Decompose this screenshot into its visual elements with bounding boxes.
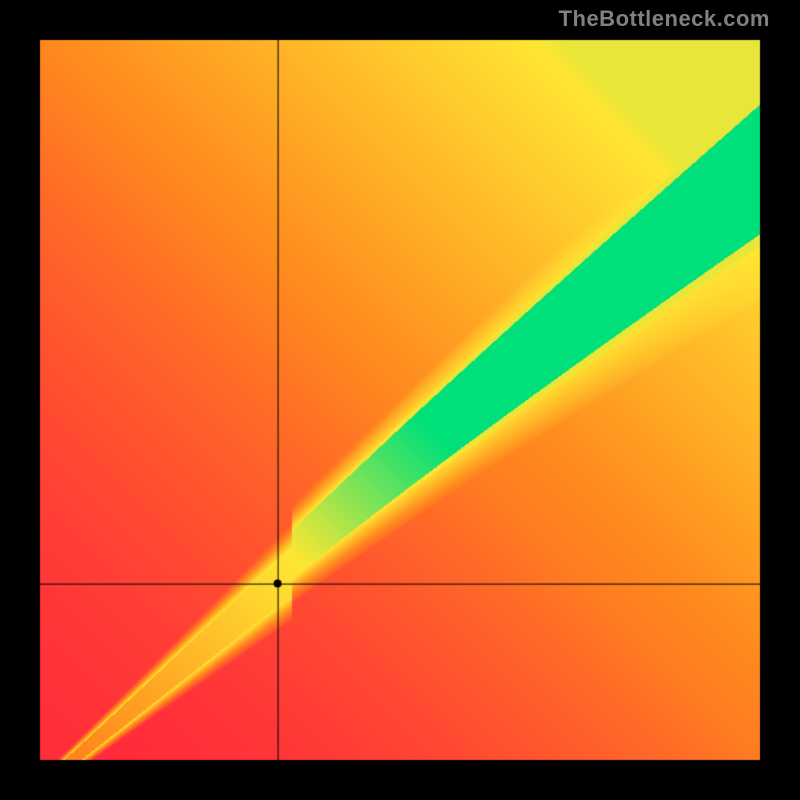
chart-container: TheBottleneck.com — [0, 0, 800, 800]
watermark-text: TheBottleneck.com — [559, 6, 770, 32]
bottleneck-heatmap — [0, 0, 800, 800]
